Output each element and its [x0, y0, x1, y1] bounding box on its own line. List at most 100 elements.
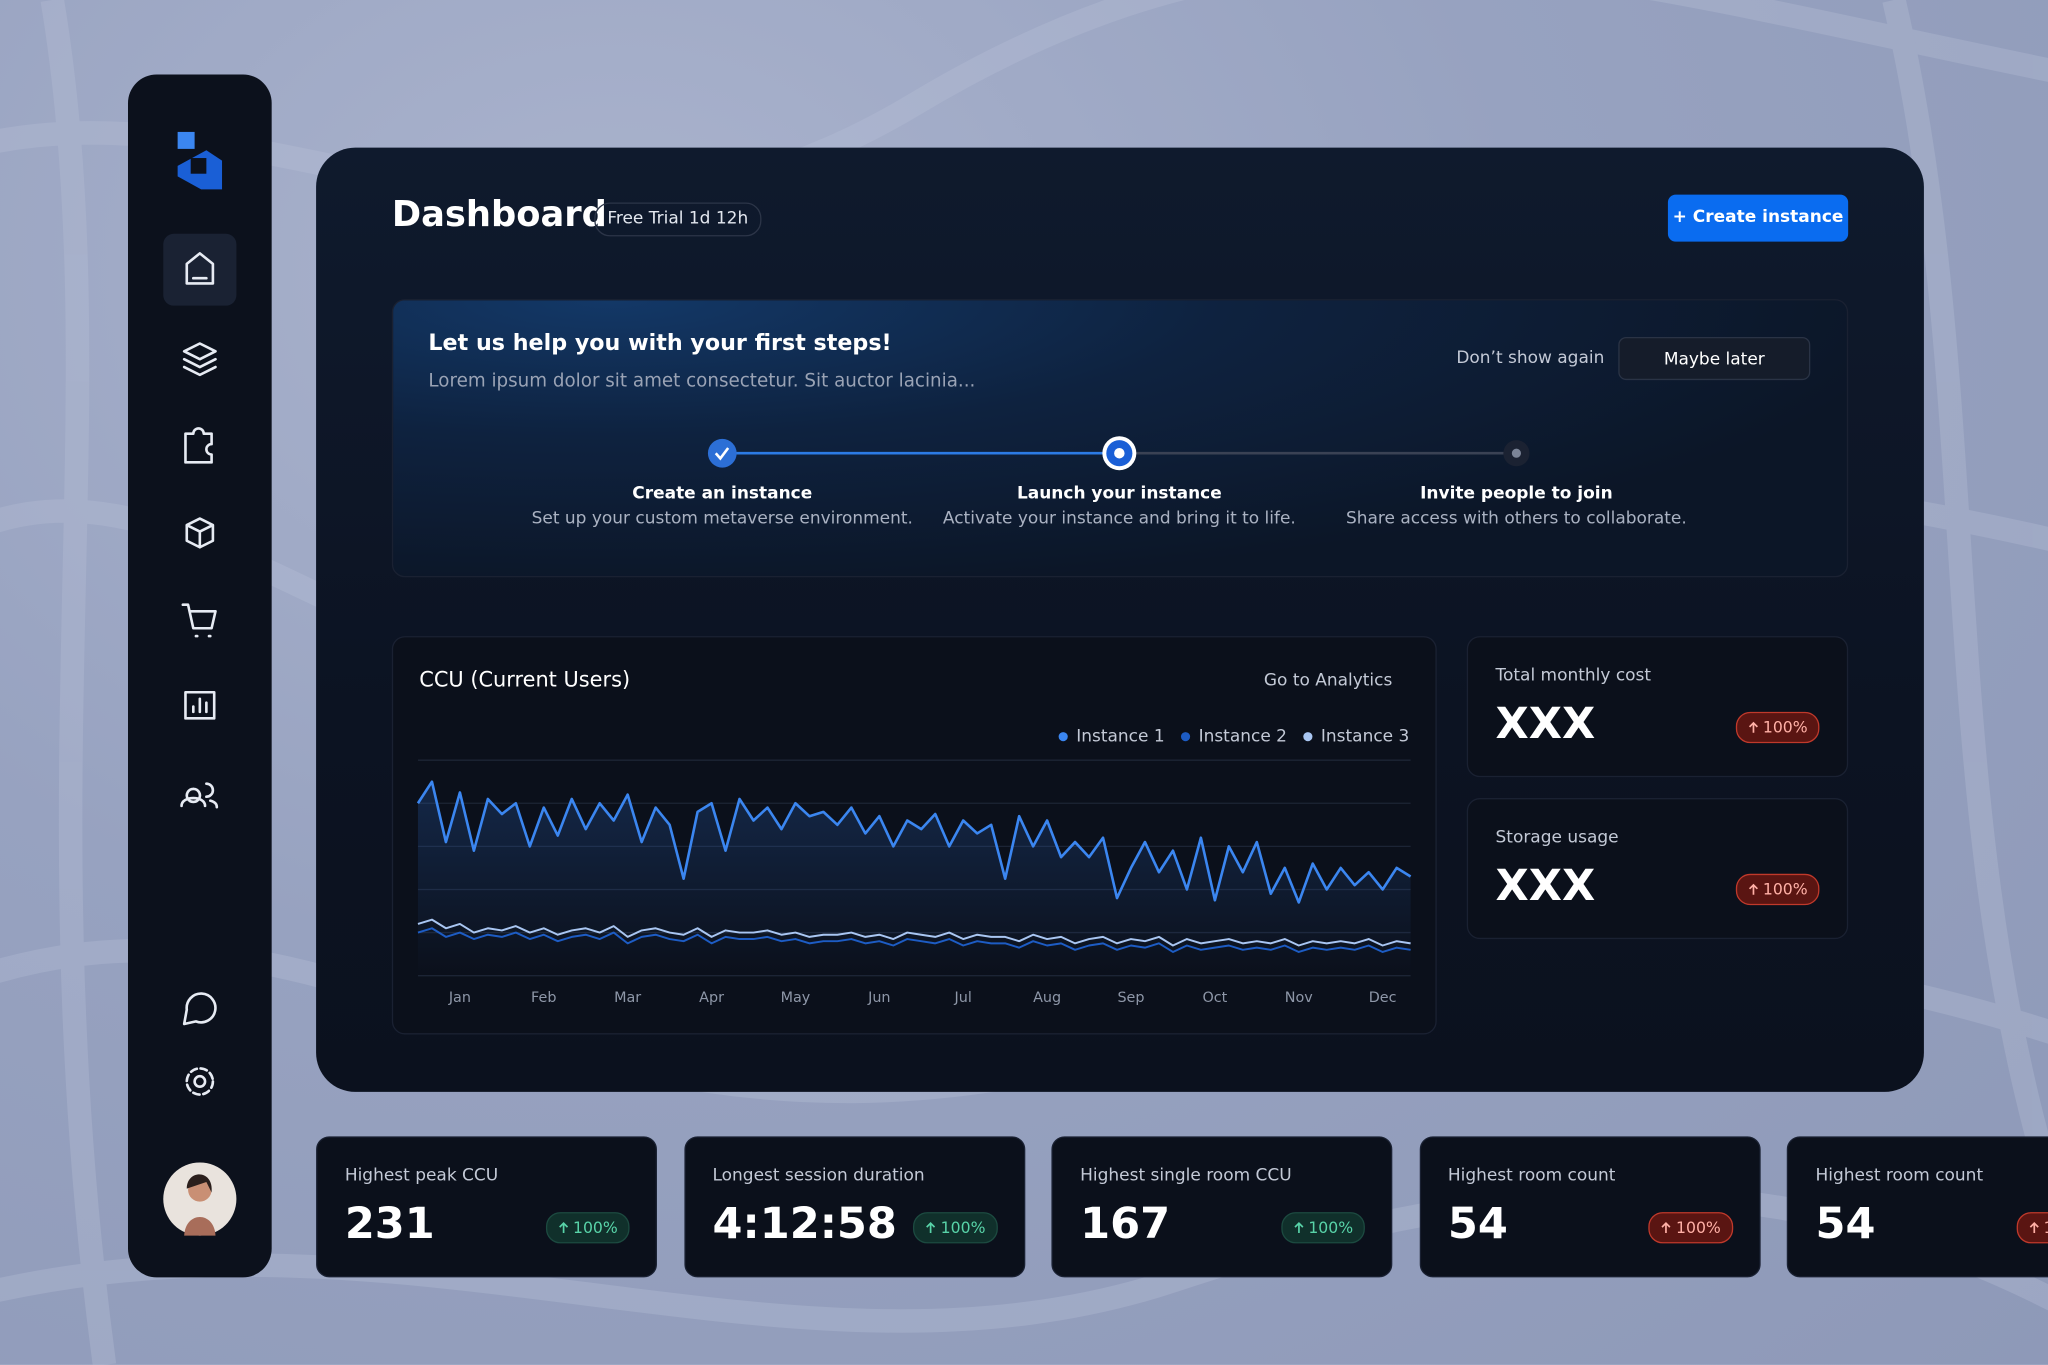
metric-value: XXX — [1495, 859, 1596, 911]
x-tick-label: Apr — [699, 990, 724, 1006]
metric-card: Highest peak CCU 231 100% — [316, 1136, 657, 1278]
metric-card: Storage usage XXX 100% — [1466, 798, 1849, 940]
step-title: Create an instance — [632, 484, 812, 504]
change-badge: 100% — [1735, 711, 1820, 744]
metric-label: Longest session duration — [712, 1166, 925, 1186]
page-title: Dashboard — [391, 194, 607, 236]
metric-value: 54 — [1815, 1197, 1876, 1249]
metric-value: 231 — [344, 1197, 435, 1249]
step-title: Invite people to join — [1420, 484, 1613, 504]
step-dot — [1511, 448, 1521, 458]
settings-icon[interactable] — [193, 1074, 207, 1088]
analytics-icon[interactable] — [184, 690, 216, 720]
change-text: 100% — [1308, 1218, 1354, 1237]
arrow — [926, 1221, 936, 1233]
change-badge: 100% — [545, 1212, 630, 1244]
analytics-link[interactable]: Go to Analytics — [1264, 670, 1393, 690]
arrow — [1294, 1221, 1304, 1233]
change-text: 100% — [2044, 1219, 2048, 1237]
metric-value: 54 — [1447, 1197, 1508, 1249]
x-tick-label: Feb — [531, 990, 556, 1006]
arrow — [1748, 883, 1758, 895]
arrow-up-icon — [1748, 721, 1758, 733]
x-tick-label: Sep — [1117, 990, 1144, 1006]
metric-label: Highest room count — [1447, 1166, 1616, 1186]
change-badge: 100% — [2016, 1212, 2048, 1244]
step-title: Launch your instance — [1017, 484, 1222, 504]
create-button[interactable]: + Create instance — [1667, 194, 1849, 242]
change-badge: 100% — [1735, 873, 1820, 906]
metric-card: Longest session duration 4:12:58 100% — [683, 1136, 1025, 1278]
legend-dot — [1303, 732, 1313, 742]
legend-dot — [1180, 732, 1191, 742]
chart: CCU (Current Users) Go to Analytics Jan F… — [416, 667, 1412, 1006]
x-tick-label: May — [781, 990, 811, 1006]
sidebar-icons — [163, 131, 237, 1236]
metric-label: Storage usage — [1495, 828, 1619, 848]
change-text: 100% — [1762, 718, 1808, 737]
metric-card: Total monthly cost XXX 100% — [1466, 636, 1849, 778]
later-button[interactable]: Maybe later — [1618, 336, 1811, 381]
change-text: 100% — [940, 1218, 986, 1237]
series-line — [417, 927, 1411, 953]
metric-label: Highest single room CCU — [1080, 1166, 1292, 1186]
step-dot — [1114, 447, 1125, 459]
onboarding-title: Let us help you with your first steps! — [428, 330, 892, 357]
metric-value: XXX — [1495, 697, 1596, 749]
x-tick-label: Aug — [1033, 990, 1061, 1006]
step-description: Share access with others to collaborate. — [1346, 509, 1687, 529]
arrow-up-icon — [558, 1221, 568, 1233]
x-tick-label: Jun — [867, 990, 890, 1006]
metric-card: Highest single room CCU 167 100% — [1051, 1136, 1393, 1278]
metric-value: 167 — [1080, 1197, 1171, 1249]
change-text: 100% — [572, 1218, 618, 1237]
change-badge: 100% — [1280, 1212, 1365, 1244]
trial-badge: Free Trial 1d 12h — [594, 202, 762, 237]
legend-dot — [1058, 732, 1068, 742]
dismiss-link[interactable]: Don’t show again — [1456, 348, 1605, 369]
arrow — [1661, 1221, 1671, 1233]
series-line — [416, 780, 1412, 904]
legend-label: Instance 3 — [1321, 727, 1409, 747]
step-description: Activate your instance and bring it to l… — [943, 509, 1296, 529]
logo — [177, 131, 223, 190]
onboarding-subtitle: Lorem ipsum dolor sit amet consectetur. … — [428, 370, 976, 392]
active-nav — [163, 233, 237, 306]
puzzle-icon[interactable] — [184, 427, 213, 464]
step-description: Set up your custom metaverse environment… — [532, 509, 913, 529]
series-line — [417, 918, 1411, 947]
x-tick-label: Dec — [1369, 990, 1397, 1006]
layers-icon[interactable] — [182, 342, 217, 377]
check — [714, 447, 730, 461]
cart-icon[interactable] — [181, 603, 217, 638]
metric-label: Highest room count — [1815, 1166, 1984, 1186]
x-tick-label: Oct — [1202, 990, 1227, 1006]
metric-card: Highest room count 54 100% — [1419, 1136, 1760, 1278]
change-badge: 100% — [1648, 1212, 1733, 1244]
box-icon[interactable] — [185, 517, 215, 549]
arrow-up-icon — [1661, 1221, 1671, 1233]
support-icon[interactable] — [182, 992, 217, 1026]
arrow-up-icon — [1294, 1221, 1304, 1233]
metric-card: Highest room count 54 100% — [1786, 1136, 2048, 1278]
arrow-up-icon — [926, 1221, 936, 1233]
metric-label: Total monthly cost — [1495, 666, 1652, 686]
users-icon[interactable] — [180, 782, 219, 809]
arrow-up-icon — [1748, 883, 1758, 895]
arrow-up-icon — [2029, 1221, 2039, 1233]
legend-label: Instance 1 — [1076, 727, 1164, 747]
metric-label: Highest peak CCU — [344, 1166, 499, 1186]
area-fill — [417, 781, 1411, 976]
chart-title: CCU (Current Users) — [419, 667, 630, 691]
x-tick-label: Nov — [1285, 990, 1314, 1006]
change-badge: 100% — [913, 1212, 998, 1244]
arrow — [1748, 721, 1758, 733]
x-tick-label: Jul — [954, 990, 972, 1006]
arrow — [558, 1221, 568, 1233]
step-done — [707, 438, 737, 468]
stepper: Create an instance Set up your custom met… — [532, 436, 1687, 529]
x-tick-label: Mar — [614, 990, 641, 1006]
arrow — [2029, 1221, 2039, 1233]
home-icon[interactable] — [185, 252, 215, 285]
